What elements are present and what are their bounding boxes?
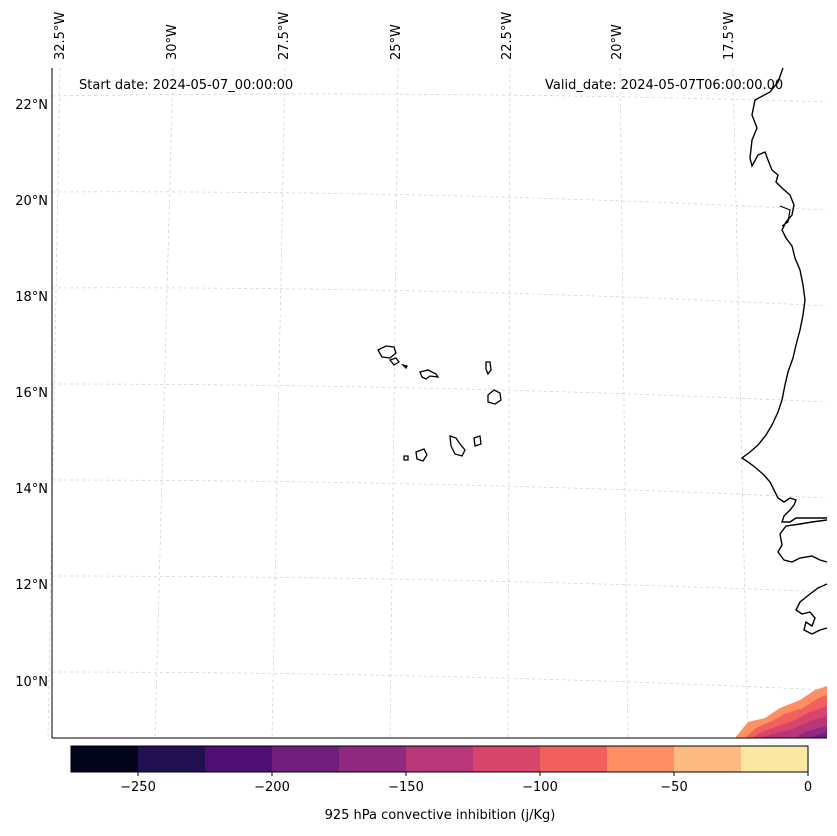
colorbar-swatch [674,746,742,772]
cin-band-darkest [810,732,827,738]
colorbar [70,745,809,776]
colorbar-tick-label: 0 [803,780,813,795]
island-brava [403,455,409,461]
island-santo-antao [377,345,397,359]
africa-coastline [740,67,827,523]
colorbar-frame [70,745,809,773]
lat-label: 12°N [15,578,48,593]
valid-date-text: Valid_date: 2024-05-07T06:00:00.00 [545,78,784,93]
start-date-text: Start date: 2024-05-07_00:00:00 [79,78,294,93]
colorbar-swatch [272,746,340,772]
cape-verde-islands [377,345,502,462]
africa-coastline-guinea [795,583,828,635]
island-santa-luzia [400,363,408,370]
island-maio [473,435,482,447]
lat-label: 10°N [15,675,48,690]
colorbar-swatch [540,746,608,772]
lat-label: 16°N [15,386,48,401]
island-sao-nicolau [419,369,440,380]
colorbar-swatch [205,746,273,772]
colorbar-tick-label: −100 [522,780,558,795]
lon-label: 32.5°W [53,11,68,60]
island-sal [485,361,492,376]
lon-label: 22.5°W [500,11,515,60]
island-santiago [449,435,466,457]
lat-label: 14°N [15,482,48,497]
senegal-river-mouth [779,205,791,227]
cin-contours [735,686,827,738]
colorbar-tick-label: −250 [120,780,156,795]
colorbar-swatch [71,746,139,772]
longitude-gridlines [47,67,749,739]
colorbar-swatch [473,746,541,772]
colorbar-swatch [138,746,206,772]
lon-label: 30°W [165,24,180,60]
colorbar-swatch [406,746,474,772]
island-sao-vicente [388,357,400,366]
colorbar-tick-label: −50 [660,780,688,795]
colorbar-tick-label: −200 [254,780,290,795]
lon-label: 27.5°W [277,11,292,60]
colorbar-swatch [741,746,809,772]
lat-label: 20°N [15,194,48,209]
latitude-gridlines [51,93,828,691]
island-fogo [415,448,428,462]
colorbar-label: 925 hPa convective inhibition (j/Kg) [324,808,556,823]
lon-label: 25°W [389,24,404,60]
africa-coastline-south [777,519,828,563]
colorbar-tick-label: −150 [388,780,424,795]
lat-label: 22°N [15,98,48,113]
island-boa-vista [487,389,502,405]
lon-label: 17.5°W [722,11,737,60]
lon-label: 20°W [610,24,625,60]
lat-label: 18°N [15,290,48,305]
colorbar-swatch [607,746,675,772]
colorbar-swatch [339,746,407,772]
